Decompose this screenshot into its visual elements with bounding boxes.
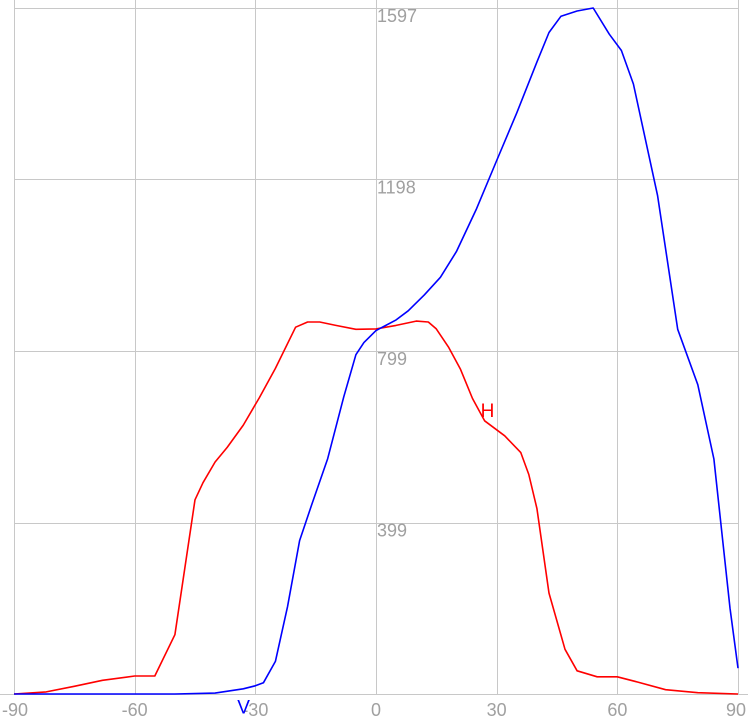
y-tick-label: 399 [377, 521, 407, 541]
x-tick-label: 30 [487, 700, 507, 719]
series-line-h [13, 320, 739, 695]
x-tick-label: -60 [122, 700, 148, 719]
x-tick-label: 0 [371, 700, 381, 719]
series-line-v [14, 7, 739, 695]
x-tick-labels: -90 -60 -30 0 30 60 90 [2, 700, 746, 720]
x-tick-label: 90 [726, 700, 746, 719]
y-tick-label: 1198 [377, 177, 416, 197]
x-tick-label: -30 [242, 700, 268, 719]
series-lines [13, 7, 739, 695]
series-label-v: V [237, 698, 250, 719]
series-label-h: H [481, 401, 495, 422]
series-labels: HV [237, 401, 494, 719]
x-tick-label: 60 [607, 700, 627, 719]
x-tick-label: -90 [2, 700, 28, 719]
grid [0, 0, 748, 695]
y-tick-label: 799 [377, 349, 407, 369]
y-tick-labels: 399 799 1198 1597 [377, 6, 417, 541]
y-tick-label: 1597 [377, 6, 417, 26]
